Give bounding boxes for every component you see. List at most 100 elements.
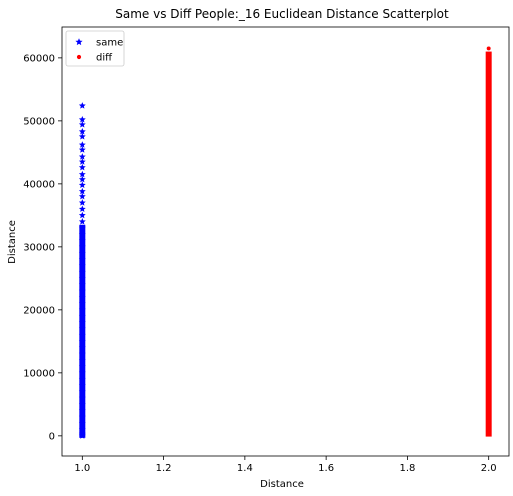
legend-label-diff: diff xyxy=(96,53,113,64)
data-point-same xyxy=(78,133,86,140)
data-point-diff xyxy=(486,273,491,278)
data-point-diff xyxy=(486,109,491,114)
data-point-diff xyxy=(486,392,491,397)
data-point-same xyxy=(78,163,86,171)
data-point-diff xyxy=(486,329,491,334)
x-axis-title: Distance xyxy=(260,479,304,490)
data-point-same xyxy=(78,218,86,225)
data-point-same xyxy=(78,236,86,244)
x-tick-label: 1.0 xyxy=(74,463,90,474)
data-point-same xyxy=(78,141,86,148)
data-point-diff xyxy=(486,216,491,221)
data-point-same xyxy=(78,175,86,183)
data-point-diff xyxy=(486,342,491,347)
data-point-diff xyxy=(486,90,491,95)
data-point-same xyxy=(78,287,86,294)
data-point-same xyxy=(78,262,86,269)
data-point-same xyxy=(78,312,86,320)
data-point-same xyxy=(78,425,86,433)
data-point-diff xyxy=(486,65,491,70)
data-point-same xyxy=(78,127,86,135)
data-point-same xyxy=(78,116,86,123)
data-point-same xyxy=(78,432,86,439)
data-point-diff xyxy=(486,405,491,410)
data-point-same xyxy=(78,274,86,282)
data-point-diff xyxy=(486,355,491,360)
data-point-diff xyxy=(486,229,491,234)
data-point-diff xyxy=(486,254,491,259)
data-point-same xyxy=(78,187,86,195)
data-point-same xyxy=(78,181,86,189)
data-point-diff xyxy=(486,279,491,284)
data-point-same xyxy=(78,211,86,219)
data-point-diff xyxy=(486,235,491,240)
data-point-same xyxy=(78,350,86,357)
data-point-same xyxy=(78,255,86,263)
data-point-diff xyxy=(486,266,491,271)
data-point-same xyxy=(78,407,86,414)
data-point-same xyxy=(78,381,86,389)
legend-marker-diff xyxy=(76,54,82,60)
data-point-diff xyxy=(486,191,491,196)
data-point-diff xyxy=(486,248,491,252)
data-point-diff xyxy=(486,159,491,164)
data-point-diff xyxy=(486,311,491,315)
y-tick-label: 50000 xyxy=(23,116,55,127)
data-point-diff xyxy=(486,260,491,265)
data-point-diff xyxy=(486,361,491,366)
data-point-same xyxy=(78,362,86,370)
data-point-diff xyxy=(486,59,491,63)
data-point-diff xyxy=(486,374,491,378)
data-point-same xyxy=(78,281,86,288)
chart-title: Same vs Diff People:_16 Euclidean Distan… xyxy=(115,7,449,21)
data-point-diff xyxy=(486,380,491,385)
data-point-same xyxy=(78,337,86,345)
y-axis-title: Distance xyxy=(7,220,18,264)
data-point-diff xyxy=(486,197,491,202)
y-tick-label: 10000 xyxy=(23,368,55,379)
legend-label-same: same xyxy=(96,38,123,49)
y-axis: 0 10000 20000 30000 40000 50000 60000 xyxy=(23,53,62,442)
data-point-diff xyxy=(486,285,491,290)
data-point-same xyxy=(78,388,86,395)
data-point-same xyxy=(78,205,86,212)
x-tick-label: 2.0 xyxy=(481,463,497,474)
data-point-diff xyxy=(486,411,491,416)
data-point-diff xyxy=(486,84,491,89)
data-point-diff xyxy=(486,399,491,404)
data-point-diff xyxy=(486,241,491,246)
x-axis: 1.0 1.2 1.4 1.6 1.8 2.0 xyxy=(74,456,497,474)
data-point-diff xyxy=(486,112,491,117)
data-point-diff xyxy=(486,122,491,127)
data-point-diff xyxy=(486,128,491,133)
data-point-same xyxy=(78,375,86,383)
data-point-same xyxy=(78,293,86,301)
data-point-same xyxy=(78,356,86,364)
data-point-diff xyxy=(486,367,491,372)
data-point-same xyxy=(78,344,86,351)
data-point-diff xyxy=(486,103,491,108)
data-point-diff xyxy=(486,323,491,328)
data-point-diff xyxy=(486,386,491,391)
x-tick-label: 1.4 xyxy=(237,463,253,474)
data-point-diff xyxy=(486,71,491,76)
x-tick-label: 1.8 xyxy=(399,463,415,474)
data-point-same xyxy=(78,199,86,206)
legend: same diff xyxy=(65,30,125,67)
data-point-diff xyxy=(486,96,491,101)
y-tick-label: 0 xyxy=(49,431,55,442)
series-band-same xyxy=(79,224,86,438)
data-point-diff xyxy=(486,77,491,82)
data-point-diff xyxy=(486,153,491,158)
data-point-diff xyxy=(486,348,491,353)
data-point-same xyxy=(78,102,86,109)
data-point-diff xyxy=(486,172,491,177)
data-point-same xyxy=(78,121,86,128)
data-point-same xyxy=(78,224,86,231)
data-point-diff xyxy=(486,418,491,423)
data-point-same xyxy=(78,419,86,427)
data-point-diff xyxy=(486,46,491,51)
data-point-diff xyxy=(486,203,491,208)
data-point-same xyxy=(78,369,86,376)
